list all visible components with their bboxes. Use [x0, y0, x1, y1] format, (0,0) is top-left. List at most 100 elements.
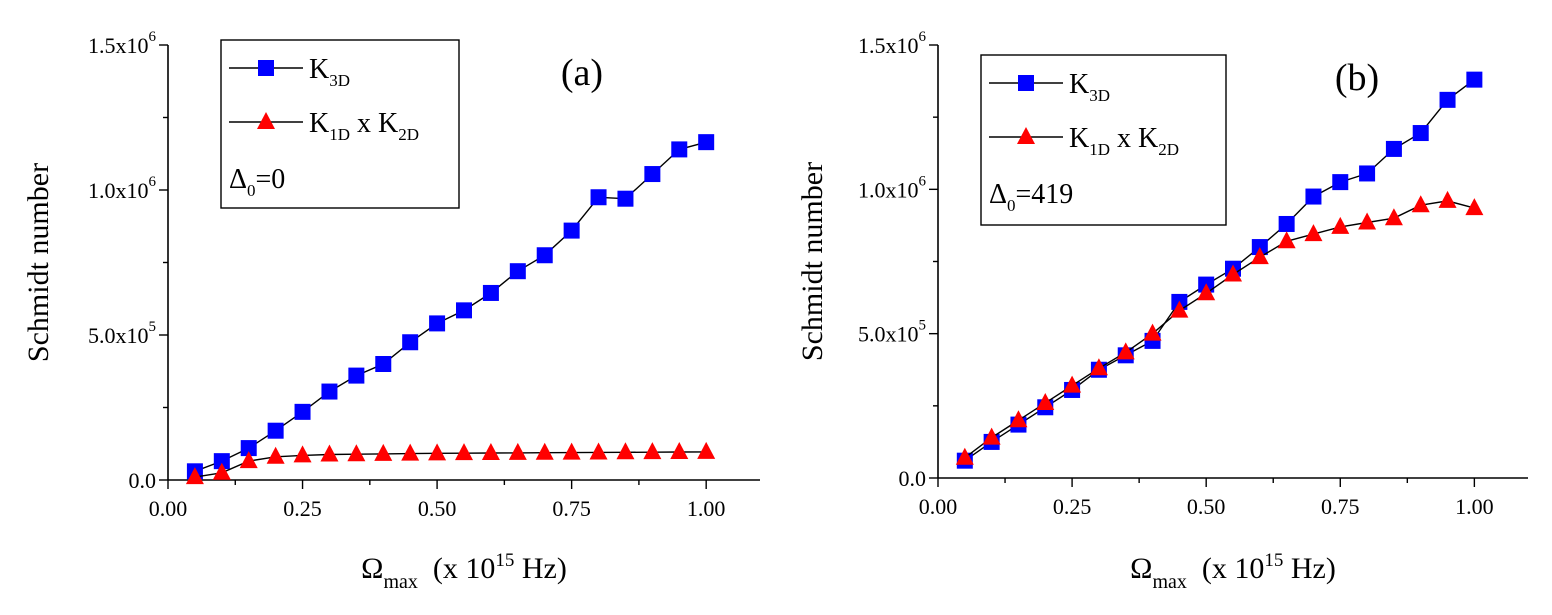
data-point-triangle: [1384, 208, 1403, 226]
data-point-triangle: [1250, 247, 1269, 265]
legend-marker-triangle: [257, 112, 275, 129]
x-tick-label: 0.00: [919, 494, 958, 519]
data-point-square: [482, 284, 499, 301]
data-point-square: [267, 422, 284, 439]
data-point-square: [429, 315, 446, 332]
data-point-triangle: [266, 446, 285, 464]
data-point-triangle: [643, 442, 662, 460]
legend: K3D K1D x K2D Δ0=419: [980, 54, 1227, 226]
data-point-square: [213, 453, 230, 470]
data-point-square: [536, 247, 553, 264]
data-point-triangle: [239, 451, 258, 469]
data-point-triangle: [1197, 283, 1216, 301]
x-tick-label: 0.25: [1053, 494, 1092, 519]
data-point-square: [1278, 215, 1295, 232]
x-tick-label: 1.00: [1455, 494, 1494, 519]
data-point-triangle: [535, 442, 554, 460]
panel-label: (b): [1335, 57, 1379, 99]
x-tick-label: 0.75: [552, 496, 591, 521]
data-point-square: [1332, 174, 1349, 191]
data-point-triangle: [1465, 198, 1484, 216]
data-point-square: [321, 383, 338, 400]
data-point-square: [671, 141, 688, 158]
data-point-triangle: [212, 462, 231, 480]
y-tick-label: 0.0: [129, 468, 157, 493]
legend-entry-label: K1D x K2D: [309, 108, 419, 144]
legend-marker-square: [1018, 75, 1034, 91]
data-point-square: [1359, 165, 1376, 182]
legend-entry-label: K3D: [1069, 69, 1110, 105]
data-point-triangle: [1277, 231, 1296, 249]
legend-marker-triangle: [1017, 127, 1035, 144]
data-point-triangle: [1116, 342, 1135, 360]
data-point-triangle: [347, 444, 366, 462]
data-point-triangle: [1143, 323, 1162, 341]
data-point-triangle: [428, 443, 447, 461]
data-point-triangle: [955, 447, 974, 465]
x-tick-label: 0.50: [1187, 494, 1226, 519]
legend: K3D K1D x K2D Δ0=0: [220, 39, 460, 209]
data-point-triangle: [1331, 216, 1350, 234]
data-point-square: [1466, 71, 1483, 88]
data-point-square: [617, 190, 634, 207]
x-tick-label: 0.50: [418, 496, 457, 521]
data-point-triangle: [455, 443, 473, 461]
y-tick-label: 1.5x106: [88, 29, 157, 58]
data-point-triangle: [670, 442, 689, 460]
data-point-square: [240, 440, 257, 457]
legend-delta-note: Δ0=0: [229, 164, 285, 200]
x-axis-title: Ωmax (x 1015 Hz): [1130, 550, 1336, 593]
data-point-triangle: [1170, 300, 1189, 318]
data-point-triangle: [1089, 358, 1108, 376]
panel-a-chart: 0.00 0.25 0.50 0.75 1.00 0.0 5.0x105 1.0x106 1.5…: [22, 29, 760, 593]
x-tick-label: 1.00: [687, 496, 726, 521]
data-point-square: [1412, 125, 1429, 142]
data-point-square: [1385, 140, 1402, 157]
x-tick-label: 0.75: [1321, 494, 1360, 519]
legend-entry-label: K3D: [309, 54, 350, 90]
legend-delta-note: Δ0=419: [989, 179, 1073, 215]
y-tick-label: 1.0x106: [858, 173, 927, 202]
data-point-triangle: [616, 442, 635, 460]
data-point-triangle: [401, 443, 420, 461]
data-point-square: [698, 134, 715, 151]
data-point-triangle: [1358, 212, 1377, 230]
legend-marker-square: [258, 60, 274, 76]
data-point-triangle: [562, 442, 581, 460]
data-point-square: [590, 189, 607, 206]
series-line: [964, 200, 1475, 459]
data-point-triangle: [697, 441, 716, 459]
y-tick-label: 1.0x106: [88, 174, 157, 203]
data-point-square: [563, 222, 580, 239]
data-point-triangle: [1438, 190, 1457, 208]
y-tick-label: 5.0x105: [88, 319, 156, 348]
y-tick-label: 0.0: [899, 466, 927, 491]
data-point-square: [509, 263, 526, 280]
data-point-triangle: [1411, 195, 1430, 213]
data-point-triangle: [320, 444, 339, 462]
data-point-triangle: [982, 427, 1001, 445]
data-point-square: [1305, 188, 1322, 205]
x-axis-title: Ωmax (x 1015 Hz): [361, 550, 567, 593]
data-point-triangle: [185, 467, 204, 485]
data-point-triangle: [374, 443, 393, 461]
y-tick-label: 5.0x105: [858, 318, 926, 347]
data-point-square: [294, 403, 311, 420]
data-point-square: [1251, 239, 1268, 256]
series-k1d-x-k2d: [955, 190, 1484, 465]
y-axis-title: Schmidt number: [22, 163, 55, 362]
data-point-triangle: [1304, 224, 1323, 242]
y-axis-title: Schmidt number: [796, 162, 829, 361]
data-point-triangle: [589, 442, 608, 460]
x-tick-label: 0.00: [149, 496, 188, 521]
data-point-square: [402, 334, 419, 351]
data-point-square: [456, 302, 472, 319]
panel-label: (a): [561, 52, 603, 94]
data-point-triangle: [293, 445, 312, 463]
data-point-triangle: [1224, 264, 1242, 282]
series-k1d-x-k2d: [185, 441, 716, 485]
data-point-triangle: [1036, 392, 1055, 410]
data-point-square: [375, 356, 392, 372]
data-point-triangle: [508, 442, 527, 460]
